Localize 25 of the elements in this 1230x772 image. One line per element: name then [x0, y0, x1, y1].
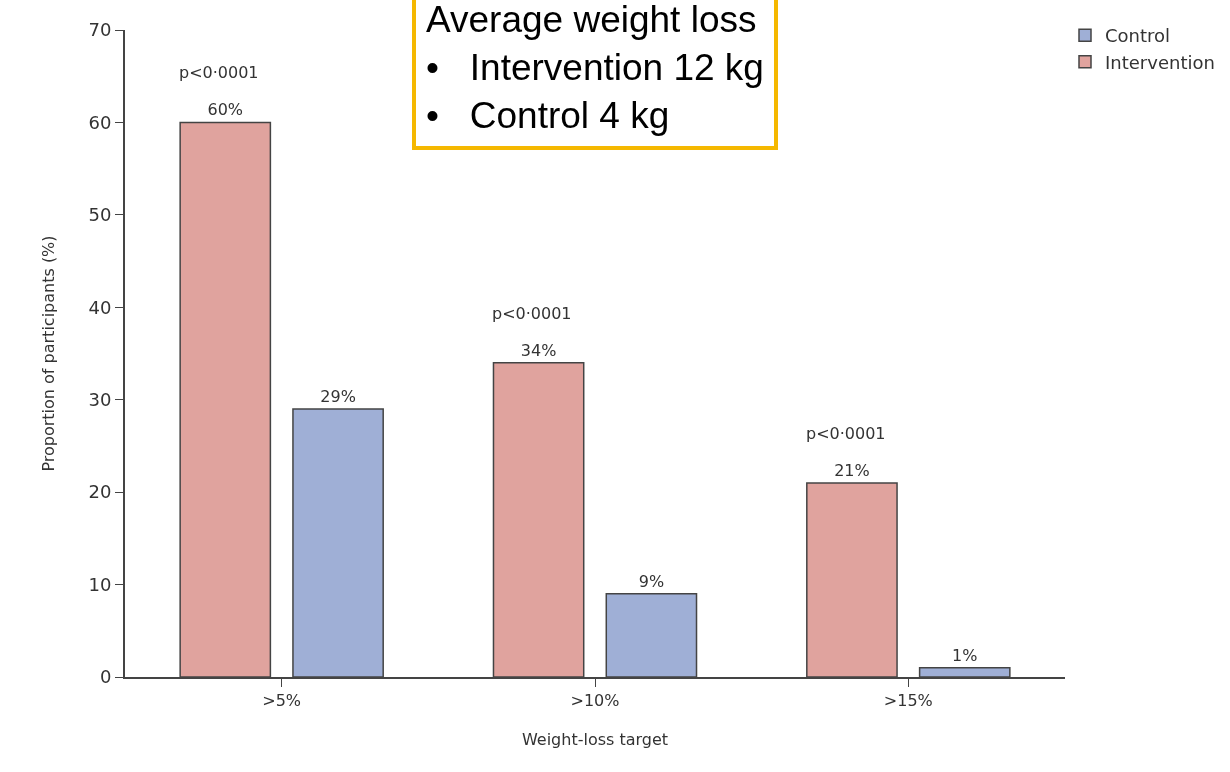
x-tick-label: >10%: [570, 691, 620, 711]
data-label: 21%: [834, 460, 870, 480]
legend-label: Control: [1105, 25, 1171, 47]
annotation: p<0·0001: [492, 304, 572, 323]
y-tick-label: 70: [88, 19, 112, 41]
y-tick-label: 60: [88, 111, 112, 133]
y-tick-label: 40: [88, 296, 112, 318]
data-label: 60%: [207, 100, 244, 120]
y-tick-label: 0: [99, 666, 112, 688]
y-tick-label: 50: [88, 204, 112, 226]
x-axis-title: Weight-loss target: [521, 730, 669, 750]
annotation: Average weight loss • Intervention 12 kg • Control 4 kg: [426, 0, 764, 137]
x-tick-label: >15%: [883, 691, 933, 711]
y-tick-label: 30: [88, 389, 112, 411]
legend-label: Intervention: [1105, 51, 1215, 73]
annotation: p<0·0001: [806, 424, 886, 443]
data-label: 9%: [638, 571, 665, 591]
y-tick-label: 20: [88, 481, 112, 503]
y-tick-label: 10: [88, 573, 112, 595]
x-tick-label: >5%: [262, 691, 302, 711]
y-axis-title: Proportion of participants (%): [38, 235, 58, 472]
data-label: 29%: [320, 386, 356, 406]
annotation: p<0·0001: [179, 63, 259, 82]
data-label: 1%: [952, 645, 978, 665]
data-label: 34%: [520, 340, 557, 360]
